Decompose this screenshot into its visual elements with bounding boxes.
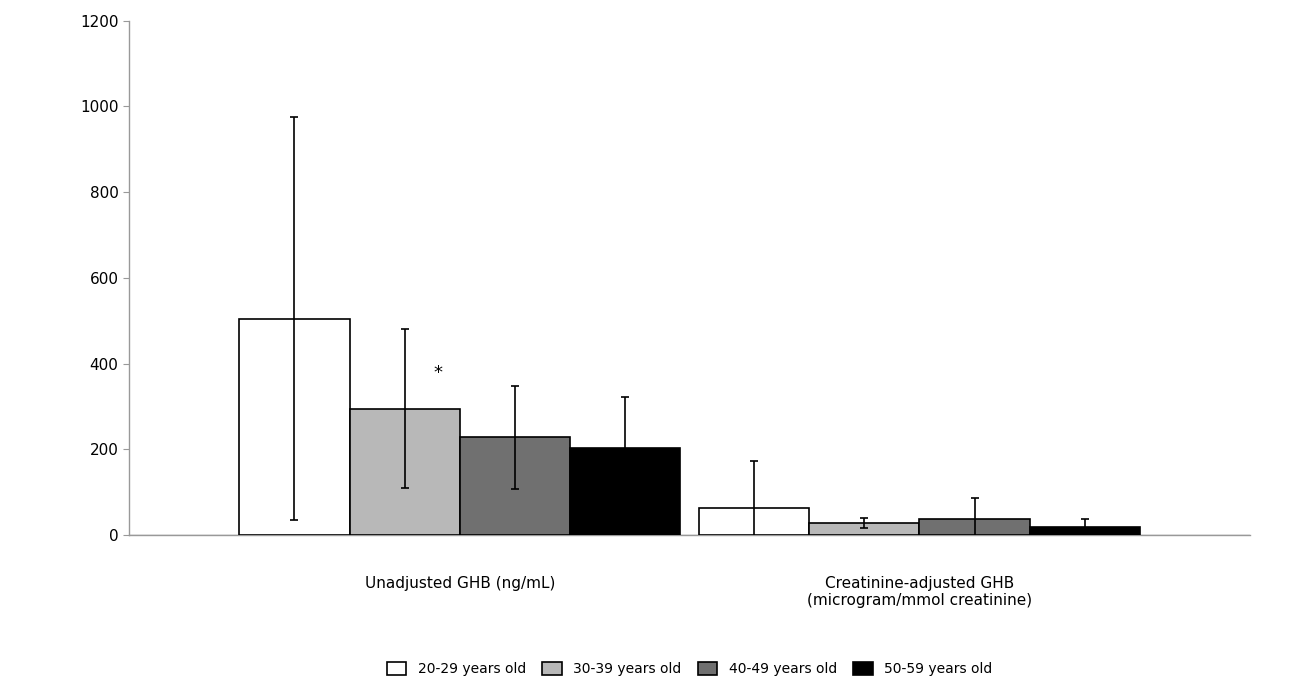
Text: *: * [433, 364, 442, 381]
Bar [240, 318, 349, 535]
Bar [570, 449, 681, 535]
Text: Unadjusted GHB (ng/mL): Unadjusted GHB (ng/mL) [365, 576, 556, 591]
Text: Creatinine-adjusted GHB
(microgram/mmol creatinine): Creatinine-adjusted GHB (microgram/mmol … [807, 576, 1032, 608]
Bar [809, 523, 919, 535]
Bar [1030, 527, 1139, 535]
Bar [349, 409, 460, 535]
Legend: 20-29 years old, 30-39 years old, 40-49 years old, 50-59 years old: 20-29 years old, 30-39 years old, 40-49 … [380, 655, 999, 683]
Bar [460, 438, 570, 535]
Bar [919, 519, 1030, 535]
Bar [699, 508, 809, 535]
